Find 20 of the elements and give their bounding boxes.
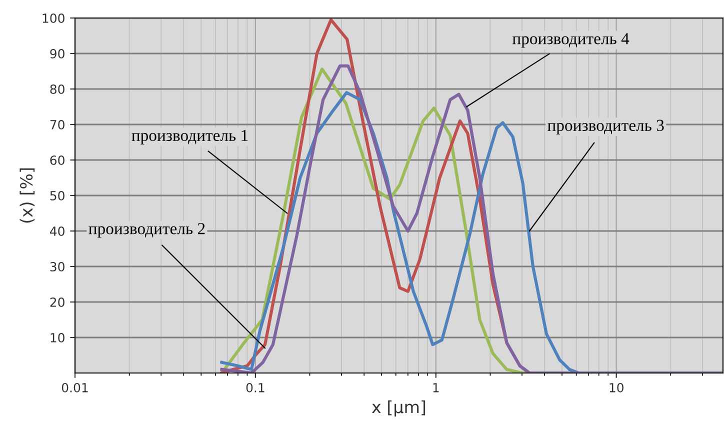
y-tick-label: 100 xyxy=(42,13,64,23)
y-tick-label: 80 xyxy=(50,84,64,94)
x-tick-label: 0.01 xyxy=(62,382,88,392)
y-axis-title: (x) [%] xyxy=(20,168,35,223)
x-tick-label: 10 xyxy=(610,382,624,392)
annotation: производитель 2 xyxy=(88,223,205,238)
annotation: производитель 1 xyxy=(132,130,248,144)
y-tick-label: 70 xyxy=(50,120,64,130)
y-tick-label: 60 xyxy=(50,155,64,165)
y-tick-label: 10 xyxy=(50,332,64,342)
x-axis-title: x [μm] xyxy=(372,400,426,417)
y-tick-label: 20 xyxy=(50,297,64,307)
annotation: производитель 3 xyxy=(548,120,664,134)
y-tick-label: 90 xyxy=(50,48,64,58)
y-tick-label: 50 xyxy=(50,190,64,200)
y-tick-label: 30 xyxy=(50,262,64,272)
x-tick-label: 1 xyxy=(433,383,439,392)
y-tick-label: 40 xyxy=(50,226,64,236)
x-tick-label: 0.1 xyxy=(246,382,264,392)
annotation: производитель 4 xyxy=(512,33,630,48)
